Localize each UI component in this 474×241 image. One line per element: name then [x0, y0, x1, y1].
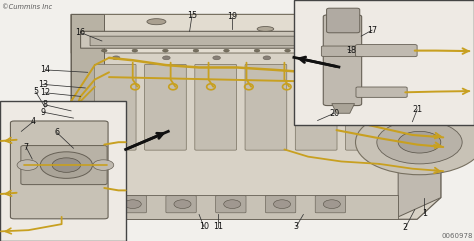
Text: 17: 17 — [367, 26, 377, 35]
Text: 18: 18 — [346, 46, 356, 55]
Text: ©Cummins Inc: ©Cummins Inc — [2, 4, 53, 10]
Circle shape — [273, 200, 291, 208]
Ellipse shape — [147, 19, 166, 25]
Circle shape — [323, 200, 340, 208]
Bar — [294, 0, 474, 125]
FancyBboxPatch shape — [216, 196, 246, 213]
Circle shape — [40, 152, 92, 178]
Polygon shape — [90, 36, 422, 67]
Text: 9: 9 — [40, 107, 45, 117]
FancyBboxPatch shape — [166, 196, 196, 213]
FancyBboxPatch shape — [323, 15, 362, 106]
Circle shape — [376, 49, 382, 52]
Ellipse shape — [257, 27, 274, 31]
Circle shape — [17, 160, 38, 170]
FancyBboxPatch shape — [265, 196, 296, 213]
FancyBboxPatch shape — [346, 64, 387, 150]
Circle shape — [224, 49, 229, 52]
FancyBboxPatch shape — [145, 64, 186, 150]
Text: 16: 16 — [75, 28, 86, 37]
Circle shape — [163, 49, 168, 52]
Circle shape — [193, 49, 199, 52]
Bar — [71, 195, 398, 219]
Text: 12: 12 — [40, 88, 50, 97]
Circle shape — [112, 56, 120, 60]
Text: 20: 20 — [329, 109, 339, 118]
FancyBboxPatch shape — [356, 87, 407, 97]
Text: 5: 5 — [33, 87, 38, 96]
Text: 6: 6 — [55, 128, 59, 137]
Circle shape — [174, 200, 191, 208]
Text: 10: 10 — [199, 222, 209, 231]
Polygon shape — [71, 14, 441, 219]
FancyBboxPatch shape — [327, 8, 360, 33]
Polygon shape — [71, 14, 104, 219]
Polygon shape — [71, 14, 441, 77]
FancyBboxPatch shape — [321, 46, 364, 56]
Circle shape — [356, 110, 474, 175]
FancyBboxPatch shape — [315, 196, 346, 213]
Polygon shape — [81, 31, 431, 70]
Text: 11: 11 — [213, 222, 223, 231]
Text: 1: 1 — [422, 209, 427, 218]
Circle shape — [313, 56, 321, 60]
Circle shape — [346, 49, 352, 52]
FancyBboxPatch shape — [356, 45, 417, 57]
Circle shape — [93, 160, 114, 170]
Circle shape — [52, 158, 81, 172]
Text: 2: 2 — [403, 223, 408, 232]
Text: 14: 14 — [40, 65, 50, 74]
Circle shape — [124, 200, 141, 208]
Circle shape — [398, 131, 441, 153]
FancyBboxPatch shape — [195, 64, 237, 150]
FancyBboxPatch shape — [295, 64, 337, 150]
Text: 19: 19 — [227, 12, 237, 21]
Text: 8: 8 — [43, 100, 47, 109]
Circle shape — [263, 56, 271, 60]
Text: 3: 3 — [294, 222, 299, 231]
Text: 0060978: 0060978 — [442, 233, 473, 239]
Circle shape — [254, 49, 260, 52]
Text: 21: 21 — [412, 105, 422, 114]
Text: 13: 13 — [37, 80, 48, 89]
Circle shape — [163, 56, 170, 60]
Circle shape — [315, 49, 321, 52]
Circle shape — [101, 49, 107, 52]
FancyBboxPatch shape — [245, 64, 287, 150]
FancyBboxPatch shape — [116, 196, 146, 213]
Bar — [0, 101, 126, 241]
FancyBboxPatch shape — [10, 121, 108, 219]
Polygon shape — [398, 34, 441, 217]
Polygon shape — [332, 104, 355, 113]
FancyBboxPatch shape — [94, 64, 136, 150]
Text: 7: 7 — [24, 142, 28, 152]
Circle shape — [377, 120, 462, 164]
Circle shape — [224, 200, 241, 208]
FancyBboxPatch shape — [21, 146, 107, 185]
Circle shape — [132, 49, 137, 52]
Circle shape — [285, 49, 291, 52]
Text: 15: 15 — [187, 11, 197, 20]
Circle shape — [213, 56, 220, 60]
Text: 4: 4 — [31, 117, 36, 126]
Circle shape — [364, 56, 371, 60]
